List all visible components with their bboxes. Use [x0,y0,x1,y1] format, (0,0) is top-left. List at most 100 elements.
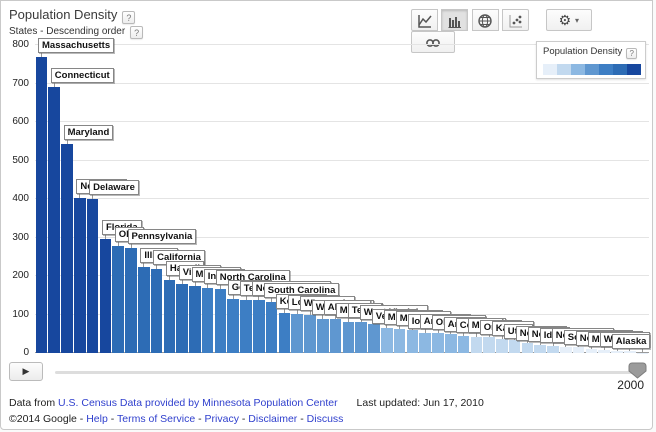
bar-label-maryland[interactable]: Maryland [63,125,114,141]
bar-wyoming[interactable] [624,351,636,353]
source-link[interactable]: U.S. Census Data provided by Minnesota P… [58,397,338,409]
bar-vermont[interactable] [380,327,393,353]
bar-massachusetts[interactable] [35,56,48,353]
bar-michigan[interactable] [189,285,201,353]
bar-colorado[interactable] [470,336,483,353]
title-help-icon[interactable]: ? [122,11,136,24]
bar-label-pole [66,140,68,145]
bar-alabama[interactable] [329,319,342,353]
bar-label-pole [245,295,247,300]
page-title-text: Population Density [9,7,118,22]
bar-minnesota[interactable] [406,329,419,353]
bar-label-pole [437,329,439,334]
bar-hawaii[interactable] [163,280,176,353]
bar-new-york[interactable] [73,198,86,353]
bar-label-pole [463,331,465,336]
bar-label-delaware[interactable]: Delaware [89,179,139,195]
legend-color-scale [543,62,641,80]
last-updated-label: Last updated: Jun 17, 2010 [356,397,484,409]
line-chart-button[interactable] [411,9,438,31]
gridline-600 [35,121,649,122]
bar-louisiana[interactable] [291,313,303,353]
plot-area: MassachusettsConnecticutMarylandNew York… [35,37,651,353]
caret-down-icon: ▾ [575,16,580,25]
bar-tennessee[interactable] [240,299,252,353]
bar-utah[interactable] [521,342,534,353]
bar-washington[interactable] [317,318,329,353]
link-chain-icon [426,39,440,47]
share-link-button[interactable] [411,31,455,53]
footer-link-privacy[interactable]: Privacy [204,413,239,425]
bar-south-dakota[interactable] [585,349,598,353]
bar-maryland[interactable] [61,144,73,353]
bar-label-pole [194,281,196,286]
bar-maine[interactable] [483,337,495,353]
timeline-slider-handle[interactable] [628,362,648,384]
bar-georgia[interactable] [227,298,240,353]
bar-label-pole [335,315,337,320]
bar-mississippi[interactable] [393,329,406,353]
bar-label-connecticut[interactable]: Connecticut [50,68,114,84]
footer-link-disclaimer[interactable]: Disclaimer [248,413,298,425]
gridline-800 [35,44,649,45]
bar-arizona[interactable] [457,335,470,353]
bar-iowa[interactable] [419,332,431,353]
bar-oklahoma[interactable] [444,333,457,353]
bar-arkansas[interactable] [432,333,444,353]
bar-new-mexico[interactable] [572,347,585,353]
bar-wisconsin[interactable] [304,314,316,353]
legend-help-icon[interactable]: ? [626,48,638,59]
bar-label-pole [475,332,477,337]
bar-north-dakota[interactable] [598,349,610,353]
chart-subtitle-text: States - Descending order [9,26,126,37]
bar-north-carolina[interactable] [214,289,227,353]
y-tick-200: 200 [12,270,29,281]
bar-florida[interactable] [99,239,112,353]
bar-label-massachusetts[interactable]: Massachusetts [38,37,115,53]
bar-illinois[interactable] [137,267,150,353]
bar-label-alaska[interactable]: Alaska [611,333,651,349]
bar-delaware[interactable] [86,198,99,353]
footer-link-terms-of-service[interactable]: Terms of Service [116,413,196,425]
bar-oregon[interactable] [496,339,508,353]
bar-kentucky[interactable] [278,313,291,353]
bar-montana[interactable] [611,350,623,353]
timeline-slider-track[interactable] [55,371,641,374]
bar-nebraska[interactable] [534,344,547,353]
bar-idaho[interactable] [560,346,572,353]
scatter-chart-button[interactable] [502,9,530,31]
bar-texas[interactable] [355,322,367,353]
play-button[interactable]: ▶ [9,362,43,381]
bar-south-carolina[interactable] [265,301,278,353]
legend-swatch-6 [627,64,641,75]
footer-link-help[interactable]: Help [86,413,108,425]
bar-chart-button[interactable] [441,9,469,31]
bar-missouri[interactable] [342,321,355,353]
bar-label-pole [220,285,222,290]
bar-connecticut[interactable] [48,87,60,353]
legend-title-text: Population Density [543,46,623,57]
legend-title: Population Density? [537,42,645,59]
bar-ohio[interactable] [112,246,124,353]
legend-swatch-3 [585,64,599,75]
chart-subtitle: States - Descending order? [9,26,144,39]
bar-west-virginia[interactable] [368,324,380,353]
legend-swatch-0 [543,64,557,75]
subtitle-help-icon[interactable]: ? [130,26,144,39]
legal-links: - Help - Terms of Service - Privacy - Di… [76,413,344,425]
gridline-700 [35,82,649,84]
timeline-year-label: 2000 [617,378,644,392]
y-tick-800: 800 [12,39,29,50]
settings-button[interactable]: ⚙ ▾ [545,9,592,31]
map-chart-button[interactable] [471,9,499,31]
bar-chart-icon [448,17,461,28]
bar-nevada[interactable] [547,346,559,353]
bar-label-pennsylvania[interactable]: Pennsylvania [127,228,197,244]
bar-indiana[interactable] [201,287,214,353]
bar-kansas[interactable] [508,340,521,353]
bar-california[interactable] [150,269,163,353]
footer-link-discuss[interactable]: Discuss [306,413,344,425]
bar-virginia[interactable] [176,284,188,353]
bar-pennsylvania[interactable] [125,247,137,353]
bar-new-hampshire[interactable] [253,300,265,353]
